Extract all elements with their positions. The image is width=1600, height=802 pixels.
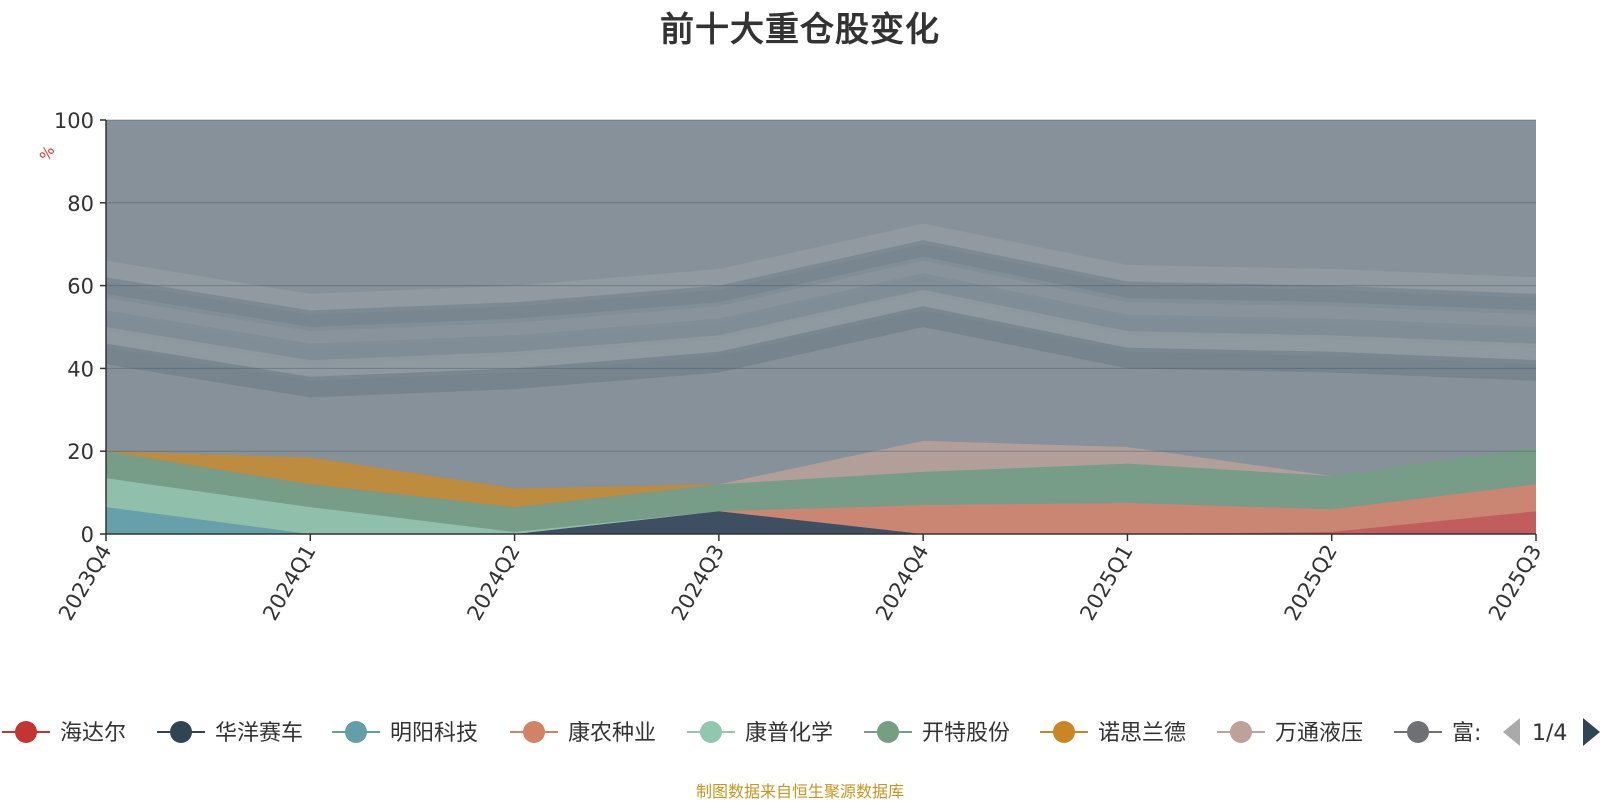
series-area-1[interactable]	[106, 511, 1536, 534]
x-tick-label: 2024Q2	[462, 541, 524, 625]
y-tick-label: 80	[67, 192, 94, 216]
source-note: 制图数据来自恒生聚源数据库	[695, 782, 904, 801]
x-tick-label: 2024Q4	[871, 541, 933, 625]
area-band	[106, 289, 1536, 381]
legend-item[interactable]: 富:	[1394, 721, 1481, 746]
series-area-7[interactable]	[106, 440, 1536, 489]
legend-label: 开特股份	[922, 721, 1010, 746]
legend-item[interactable]: 康普化学	[687, 721, 833, 746]
series-area-3[interactable]	[106, 484, 1536, 534]
legend-marker-icon	[700, 721, 722, 743]
legend-label: 康农种业	[568, 721, 656, 746]
x-tick-label: 2025Q2	[1280, 541, 1342, 625]
legend-marker-icon	[877, 721, 899, 743]
legend-item[interactable]: 海达尔	[2, 721, 126, 746]
y-tick-label: 20	[67, 440, 94, 464]
x-tick-label: 2023Q4	[54, 541, 116, 625]
legend-marker-icon	[345, 721, 367, 743]
legend-label: 明阳科技	[390, 721, 478, 746]
area-band	[106, 256, 1536, 348]
x-tick-label: 2024Q1	[258, 541, 320, 625]
area-band	[106, 223, 1536, 315]
area-bands	[106, 223, 1536, 398]
x-tick-label: 2025Q1	[1075, 541, 1137, 625]
x-tick-label: 2024Q3	[667, 541, 729, 625]
legend-item[interactable]: 诺思兰德	[1040, 721, 1186, 746]
series-areas	[106, 440, 1536, 534]
legend-marker-icon	[1230, 721, 1252, 743]
legend-item[interactable]: 康农种业	[510, 721, 656, 746]
area-band	[106, 273, 1536, 365]
legend-label: 康普化学	[745, 721, 833, 746]
area-band	[106, 306, 1536, 398]
legend-label: 海达尔	[60, 721, 126, 746]
area-band	[106, 240, 1536, 332]
y-tick-label: 40	[67, 357, 94, 381]
y-tick-label: 100	[54, 109, 94, 133]
legend-label: 富:	[1452, 721, 1481, 746]
series-area-5[interactable]	[106, 447, 1536, 532]
series-area-6[interactable]	[106, 447, 1536, 508]
legend-prev-arrow-icon[interactable]	[1503, 718, 1520, 746]
x-tick-label: 2025Q3	[1484, 541, 1546, 625]
legend-item[interactable]: 华洋赛车	[157, 721, 303, 746]
legend-item[interactable]: 明阳科技	[332, 721, 478, 746]
chart-title: 前十大重仓股变化	[660, 10, 940, 50]
legend-marker-icon	[523, 721, 545, 743]
x-axis-ticks: 2023Q4 2024Q1 2024Q2 2024Q3 2024Q4 2025Q1 2025…	[54, 534, 1546, 625]
y-tick-label: 0	[81, 523, 94, 547]
legend-item[interactable]: 万通液压	[1217, 721, 1363, 746]
legend-label: 万通液压	[1275, 721, 1363, 746]
legend-label: 华洋赛车	[215, 721, 303, 746]
legend-marker-icon	[170, 721, 192, 743]
y-axis-ticks: 0 20 40 60 80 100	[54, 109, 106, 547]
legend-label: 诺思兰德	[1098, 721, 1186, 746]
legend-item[interactable]: 开特股份	[864, 721, 1010, 746]
y-tick-label: 60	[67, 275, 94, 299]
series-area-2[interactable]	[106, 507, 1536, 534]
legend: 海达尔 华洋赛车 明阳科技 康农种业 康普化学 开特股份 诺思兰德 万通液压 富:	[2, 721, 1481, 746]
legend-marker-icon	[15, 721, 37, 743]
y-axis-unit: %	[36, 143, 59, 164]
legend-marker-icon	[1053, 721, 1075, 743]
legend-marker-icon	[1407, 721, 1429, 743]
series-area-0[interactable]	[106, 511, 1536, 534]
legend-next-arrow-icon[interactable]	[1583, 718, 1600, 746]
legend-page-indicator: 1/4	[1532, 721, 1567, 746]
